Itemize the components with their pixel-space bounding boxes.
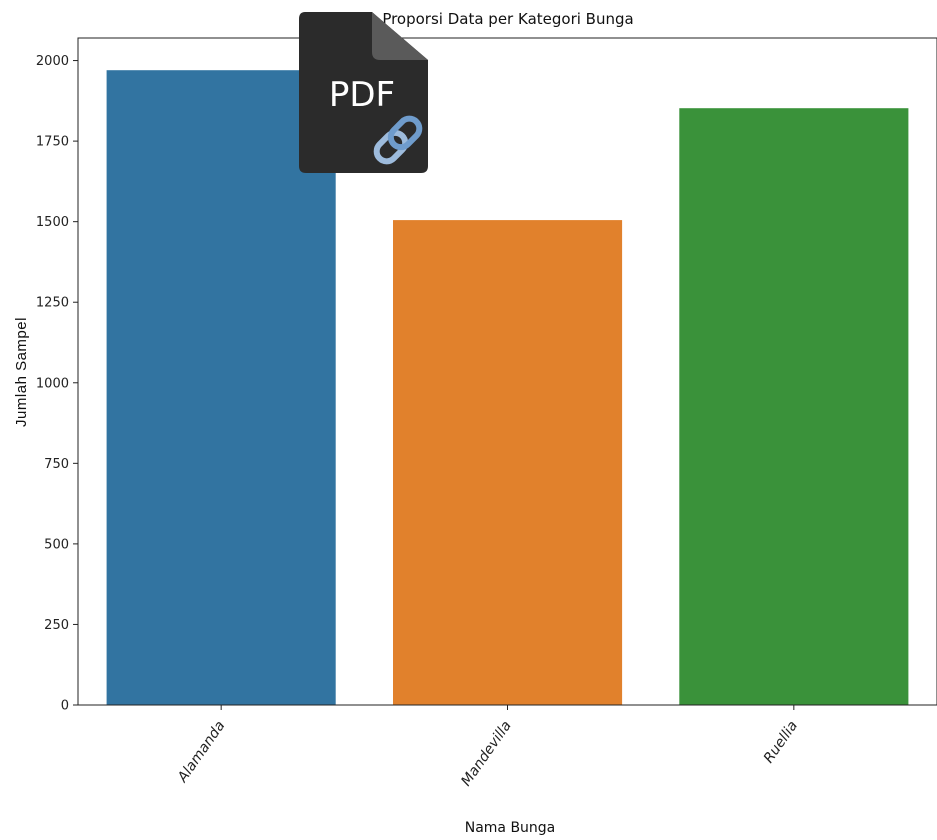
pdf-label: PDF: [329, 75, 395, 115]
y-axis-label: Jumlah Sampel: [13, 317, 30, 427]
bars-group: [106, 70, 909, 705]
x-axis: Alamanda Mandevilla Ruellia: [174, 705, 801, 789]
pdf-link-icon[interactable]: PDF: [299, 12, 428, 173]
x-axis-label: Nama Bunga: [465, 820, 556, 836]
x-tick-label: Ruellia: [761, 718, 801, 766]
y-tick-label: 500: [44, 537, 69, 552]
y-tick-label: 0: [61, 699, 69, 714]
y-tick-label: 1750: [36, 135, 69, 150]
y-axis: 0 250 500 750 1000 1250 1500 1750 2000: [36, 54, 78, 714]
y-tick-label: 750: [44, 457, 69, 472]
x-tick-label: Alamanda: [174, 718, 228, 786]
y-tick-label: 1500: [36, 215, 69, 230]
x-tick-label: Mandevilla: [458, 718, 514, 789]
plot-frame: [77, 37, 937, 706]
chart-title: Proporsi Data per Kategori Bunga: [382, 10, 633, 28]
pdf-file-fold: [372, 12, 428, 60]
bar-alamanda: [106, 70, 336, 705]
y-tick-label: 250: [44, 618, 69, 633]
bar-ruellia: [679, 108, 909, 705]
bar-mandevilla: [393, 220, 623, 705]
link-icon: [373, 115, 423, 165]
y-tick-label: 1250: [36, 296, 69, 311]
y-tick-label: 1000: [36, 376, 69, 391]
y-tick-label: 2000: [36, 54, 69, 69]
